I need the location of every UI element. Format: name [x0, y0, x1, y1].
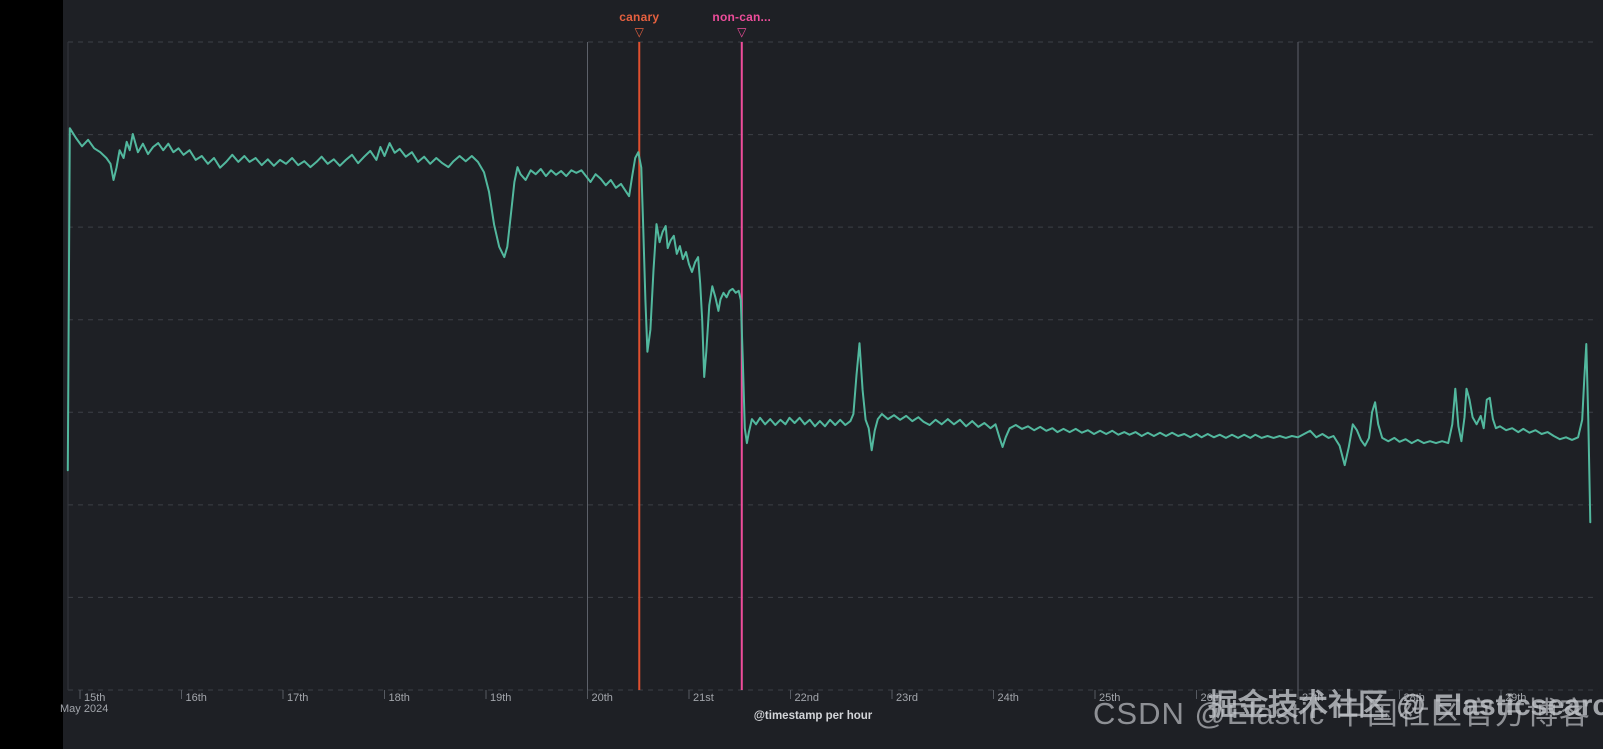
x-axis-label: 23rd — [896, 692, 919, 704]
x-axis-title: @timestamp per hour — [753, 710, 873, 722]
x-axis-label: 28th — [1403, 692, 1425, 704]
x-axis-label: 17th — [287, 692, 309, 704]
annotation-non-canary-label: non-can... — [712, 10, 772, 24]
x-axis-label: 18th — [388, 692, 410, 704]
x-axis-label: 24th — [997, 692, 1019, 704]
x-axis-label: 26th — [1200, 692, 1222, 704]
x-axis-label: 27th — [1302, 692, 1324, 704]
x-axis-label: 15th — [84, 692, 106, 704]
x-axis-label: 16th — [185, 692, 207, 704]
x-axis-label: 29th — [1505, 692, 1527, 704]
x-axis-label: 20th — [591, 692, 613, 704]
left-black-margin — [0, 0, 63, 749]
x-axis-context-label: May 2024 — [60, 703, 109, 715]
annotation-triangle-down-icon[interactable]: ▽ — [737, 25, 747, 39]
x-axis-label: 19th — [490, 692, 512, 704]
annotation-canary-label: canary — [619, 10, 660, 24]
x-axis-label: 22nd — [794, 692, 819, 704]
metric-series-line — [66, 127, 1592, 524]
x-axis-label: 21st — [693, 692, 714, 704]
annotation-triangle-down-icon[interactable]: ▽ — [634, 25, 644, 39]
x-axis-label: 25th — [1099, 692, 1121, 704]
